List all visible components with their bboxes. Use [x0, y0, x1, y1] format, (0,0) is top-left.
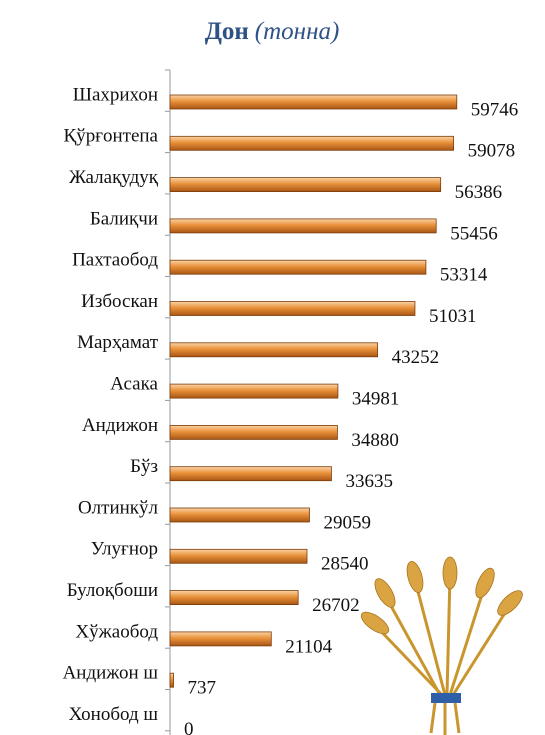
value-label: 34880 — [351, 430, 399, 451]
y-tick-label: Пахтаобод — [72, 250, 158, 271]
bar — [169, 507, 310, 523]
bar — [169, 342, 379, 358]
y-tick-label: Жалақудуқ — [69, 167, 159, 188]
y-tick-label: Избоскан — [81, 291, 158, 312]
value-label: 59078 — [468, 141, 516, 162]
bar — [169, 548, 308, 564]
y-tick-label: Андижон — [82, 415, 158, 436]
wheat-decoration — [360, 556, 523, 735]
bar — [169, 383, 339, 399]
value-label: 29059 — [323, 512, 371, 533]
y-tick-label: Асака — [110, 373, 158, 394]
value-label: 53314 — [440, 265, 488, 286]
value-label: 56386 — [455, 182, 503, 203]
value-label: 51031 — [429, 306, 477, 327]
value-label: 0 — [184, 719, 194, 735]
y-tick-label: Шахрихон — [73, 84, 158, 105]
value-label: 34981 — [352, 388, 400, 409]
bar — [169, 135, 454, 151]
title-main: Дон — [205, 18, 249, 45]
value-label: 737 — [188, 678, 217, 699]
value-label: 26702 — [312, 595, 360, 616]
value-label: 33635 — [345, 471, 393, 492]
y-tick-label: Қўрғонтепа — [64, 126, 159, 147]
bar — [169, 424, 338, 440]
y-tick-label: Балиқчи — [90, 208, 158, 229]
y-tick-label: Бўз — [130, 456, 158, 477]
bar — [169, 672, 174, 688]
bar — [169, 590, 299, 605]
value-label: 21104 — [285, 636, 332, 657]
bar — [169, 301, 416, 316]
bar — [169, 218, 437, 234]
value-label: 55456 — [450, 223, 498, 244]
y-tick-label: Хўжаобод — [75, 621, 158, 642]
bar — [169, 259, 427, 275]
bar — [169, 94, 458, 110]
y-tick-label: Улуғнор — [91, 539, 158, 560]
y-tick-label: Олтинкўл — [78, 497, 159, 518]
y-tick-label: Хонобод ш — [69, 704, 159, 725]
y-tick-label: Андижон ш — [63, 663, 159, 684]
bar — [169, 466, 332, 482]
title-unit: (тонна) — [255, 18, 340, 45]
y-tick-label: Марҳамат — [77, 332, 159, 353]
bar — [169, 177, 442, 193]
bar — [169, 631, 272, 647]
value-label: 43252 — [392, 347, 440, 368]
value-label: 59746 — [471, 99, 518, 120]
y-tick-label: Булоқбоши — [67, 580, 158, 601]
chart-title: Дон (тонна) — [205, 18, 340, 45]
value-label: 28540 — [321, 554, 369, 575]
wheat-ribbon — [431, 693, 461, 703]
